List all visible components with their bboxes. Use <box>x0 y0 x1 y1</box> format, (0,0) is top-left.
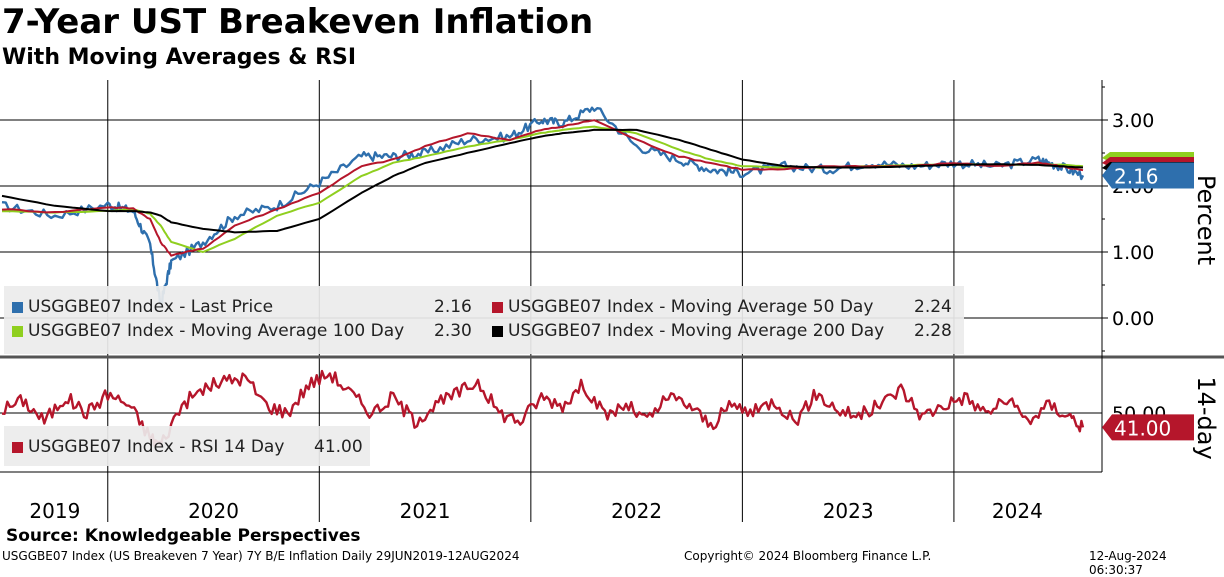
price-tick-label: 3.00 <box>1112 110 1154 132</box>
x-tick-label-2024: 2024 <box>992 499 1043 523</box>
legend-swatch-ma100 <box>12 326 23 337</box>
x-tick-label-2021: 2021 <box>400 499 451 523</box>
last-price-tag-label: 2.16 <box>1114 164 1159 188</box>
legend-swatch-ma50 <box>492 302 503 313</box>
x-tick-label-2023: 2023 <box>823 499 874 523</box>
price-tick-label: 0.00 <box>1112 308 1154 330</box>
legend-value-rsi: 41.00 <box>314 437 363 457</box>
legend-value-last-price: 2.16 <box>434 297 472 317</box>
legend-swatch-ma200 <box>492 326 503 337</box>
footer-timestamp: 12-Aug-2024 06:30:37 <box>1089 549 1167 577</box>
rsi-axis-title: 14-day <box>1192 376 1220 459</box>
rsi-legend <box>4 426 370 466</box>
legend-value-ma50: 2.24 <box>914 297 952 317</box>
rsi-tag-label: 41.00 <box>1114 416 1171 440</box>
footer-description: USGGBE07 Index (US Breakeven 7 Year) 7Y … <box>2 549 520 563</box>
rsi-series <box>1 369 1085 447</box>
last-price-tag <box>1102 162 1194 189</box>
price-tick-label: 1.00 <box>1112 242 1154 264</box>
legend-label-rsi: USGGBE07 Index - RSI 14 Day <box>28 437 285 457</box>
price-series-1 <box>1 119 1084 257</box>
legend-value-ma100: 2.30 <box>434 321 472 341</box>
legend-label-ma200: USGGBE07 Index - Moving Average 200 Day <box>508 321 885 341</box>
rsi-tag <box>1102 414 1194 441</box>
price-series-2 <box>1 125 1084 253</box>
price-series-3 <box>1 128 1084 234</box>
legend-swatch-rsi <box>12 442 23 453</box>
x-tick-label-2020: 2020 <box>188 499 239 523</box>
x-tick-label-2022: 2022 <box>611 499 662 523</box>
legend-value-ma200: 2.28 <box>914 321 952 341</box>
price-legend <box>4 286 964 354</box>
axes-layer: 3.002.001.000.0050.00Percent14-day201920… <box>0 80 1224 523</box>
legend-swatch-last-price <box>12 302 23 313</box>
chart-title: 7-Year UST Breakeven Inflation <box>2 2 594 42</box>
legend-label-ma50: USGGBE07 Index - Moving Average 50 Day <box>508 297 874 317</box>
legend-label-last-price: USGGBE07 Index - Last Price <box>28 297 274 317</box>
price-axis-title: Percent <box>1192 175 1220 265</box>
source-note: Source: Knowledgeable Perspectives <box>6 526 361 546</box>
chart-subtitle: With Moving Averages & RSI <box>2 45 357 70</box>
series-layer <box>1 106 1085 447</box>
x-tick-label-2019: 2019 <box>29 499 80 523</box>
legend-label-ma100: USGGBE07 Index - Moving Average 100 Day <box>28 321 405 341</box>
footer-copyright: Copyright© 2024 Bloomberg Finance L.P. <box>684 549 932 563</box>
